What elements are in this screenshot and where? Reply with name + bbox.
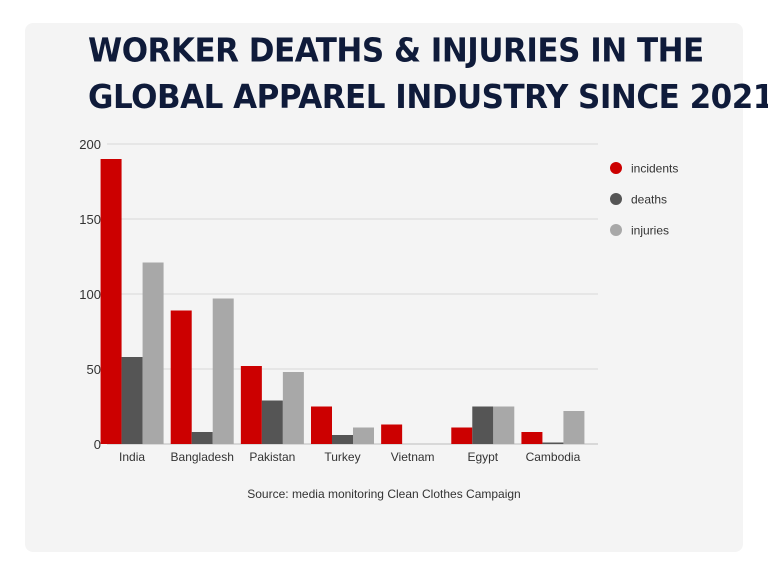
- source-note: Source: media monitoring Clean Clothes C…: [247, 487, 521, 501]
- bar-injuries: [282, 372, 304, 444]
- y-tick-label: 0: [94, 437, 101, 452]
- legend-label-injuries: injuries: [631, 224, 669, 238]
- bar-injuries: [563, 411, 585, 444]
- legend-marker-injuries: [610, 224, 622, 236]
- bar-incidents: [311, 406, 332, 444]
- bar-deaths: [121, 357, 143, 444]
- chart-title-line-1: WORKER DEATHS & INJURIES IN THE: [88, 32, 704, 70]
- bar-incidents: [100, 159, 122, 444]
- legend-label-incidents: incidents: [631, 162, 678, 176]
- bar-injuries: [353, 427, 374, 444]
- bar-incidents: [451, 427, 473, 444]
- legend-marker-deaths: [610, 193, 622, 205]
- bar-incidents: [521, 432, 543, 444]
- chart-title-line-2: GLOBAL APPAREL INDUSTRY SINCE 2021: [88, 78, 768, 117]
- y-tick-label: 150: [79, 212, 101, 227]
- bar-injuries: [142, 262, 164, 444]
- y-tick-label: 200: [79, 137, 101, 152]
- x-tick-label: Cambodia: [526, 450, 581, 464]
- y-tick-label: 100: [79, 287, 101, 302]
- bar-incidents: [381, 424, 403, 444]
- bar-deaths: [332, 435, 353, 444]
- bar-deaths: [542, 442, 564, 444]
- x-tick-label: India: [119, 450, 145, 464]
- x-tick-label: Egypt: [467, 450, 498, 464]
- chart-title: WORKER DEATHS & INJURIES IN THE GLOBAL A…: [88, 28, 768, 120]
- bar-incidents: [170, 310, 192, 444]
- legend-label-deaths: deaths: [631, 193, 667, 207]
- bar-deaths: [261, 400, 283, 444]
- bar-deaths: [191, 432, 213, 444]
- legend-marker-incidents: [610, 162, 622, 174]
- bar-injuries: [493, 406, 515, 444]
- y-tick-label: 50: [87, 362, 101, 377]
- x-tick-label: Vietnam: [391, 450, 435, 464]
- bar-injuries: [212, 298, 234, 444]
- x-tick-label: Turkey: [324, 450, 360, 464]
- x-tick-label: Bangladesh: [171, 450, 234, 464]
- bar-deaths: [472, 406, 494, 444]
- bar-incidents: [240, 366, 262, 444]
- x-tick-label: Pakistan: [249, 450, 295, 464]
